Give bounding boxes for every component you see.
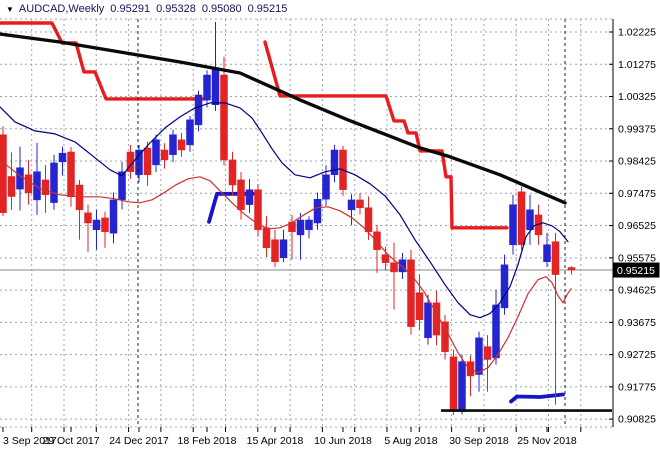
candle bbox=[390, 242, 398, 310]
candle bbox=[143, 141, 152, 186]
candle bbox=[500, 254, 509, 315]
date-label: 18 Feb 2018 bbox=[178, 435, 237, 447]
candle bbox=[84, 204, 92, 252]
svg-text:0.95575: 0.95575 bbox=[618, 252, 656, 264]
candle bbox=[152, 134, 160, 173]
candle bbox=[33, 142, 41, 215]
svg-text:0.92725: 0.92725 bbox=[618, 349, 656, 361]
candle bbox=[305, 216, 313, 239]
candle bbox=[67, 146, 75, 207]
candle bbox=[194, 90, 203, 132]
candle bbox=[254, 183, 262, 237]
svg-text:1.00325: 1.00325 bbox=[618, 91, 656, 103]
candle bbox=[109, 192, 118, 244]
svg-text:0.91775: 0.91775 bbox=[618, 381, 656, 393]
candle bbox=[92, 209, 101, 250]
candle bbox=[330, 144, 339, 183]
svg-text:0.93675: 0.93675 bbox=[618, 317, 656, 329]
svg-text:0.94625: 0.94625 bbox=[618, 285, 656, 297]
candle bbox=[271, 229, 279, 268]
candle bbox=[356, 193, 364, 215]
candle bbox=[245, 178, 254, 213]
candle bbox=[186, 116, 194, 152]
candle bbox=[169, 129, 177, 162]
ohlc-close-value: 0.95215 bbox=[247, 3, 288, 15]
candle bbox=[313, 192, 322, 230]
candle bbox=[475, 331, 483, 392]
candle bbox=[41, 164, 50, 213]
candle bbox=[177, 133, 186, 157]
candle bbox=[381, 246, 390, 271]
date-label: 25 Nov 2018 bbox=[517, 435, 577, 447]
candle bbox=[551, 232, 560, 405]
candle bbox=[441, 314, 449, 360]
chart-title-bar: ▼ AUDCAD,Weekly 0.95291 0.95328 0.95080 … bbox=[6, 2, 287, 16]
candle bbox=[0, 126, 7, 217]
candle bbox=[58, 146, 67, 176]
current-price-tag: 0.95215 bbox=[613, 262, 660, 278]
moving-averages bbox=[0, 102, 572, 374]
vertical-dashed-lines bbox=[137, 19, 566, 427]
candle bbox=[279, 229, 288, 263]
price-axis[interactable]: 1.02225 1.01275 1.00325 0.99375 0.98425 0.974… bbox=[609, 0, 660, 450]
candle bbox=[296, 212, 305, 260]
candle bbox=[483, 335, 492, 392]
svg-text:0.99375: 0.99375 bbox=[618, 123, 656, 135]
symbol-period-label: AUDCAD,Weekly bbox=[18, 3, 105, 15]
svg-text:1.02225: 1.02225 bbox=[618, 27, 656, 39]
svg-text:1.01275: 1.01275 bbox=[618, 59, 656, 71]
date-label: 10 Jun 2018 bbox=[314, 435, 372, 447]
ohlc-low-value: 0.95080 bbox=[201, 3, 242, 15]
candle bbox=[203, 70, 211, 108]
current-candle bbox=[567, 266, 576, 275]
candles-layer bbox=[0, 21, 576, 415]
candle bbox=[526, 194, 534, 245]
ohlc-open-value: 0.95291 bbox=[110, 3, 151, 15]
svg-text:0.95215: 0.95215 bbox=[617, 265, 655, 277]
svg-text:0.96525: 0.96525 bbox=[618, 220, 656, 232]
trend-stop-indicator bbox=[0, 21, 565, 404]
candle bbox=[424, 294, 432, 345]
candle bbox=[50, 154, 58, 210]
candle bbox=[160, 143, 169, 169]
candle bbox=[407, 249, 415, 335]
date-label: 3 Sep 2017 bbox=[3, 435, 57, 447]
date-label: 24 Dec 2017 bbox=[109, 435, 169, 447]
date-label: 30 Sep 2018 bbox=[449, 435, 509, 447]
date-label: 5 Aug 2018 bbox=[384, 435, 437, 447]
chart-canvas[interactable] bbox=[0, 19, 613, 427]
candle bbox=[398, 252, 407, 280]
ohlc-high-value: 0.95328 bbox=[156, 3, 196, 15]
candle bbox=[373, 224, 381, 273]
candle bbox=[509, 194, 517, 255]
candle bbox=[347, 194, 356, 225]
svg-text:0.97475: 0.97475 bbox=[618, 188, 656, 200]
black-trendline bbox=[0, 32, 567, 205]
date-label: 29 Oct 2017 bbox=[42, 435, 99, 447]
candle bbox=[7, 152, 16, 210]
candle bbox=[228, 151, 237, 196]
candle bbox=[517, 186, 526, 250]
svg-text:0.90825: 0.90825 bbox=[618, 414, 656, 426]
candle bbox=[415, 274, 424, 330]
svg-text:0.98425: 0.98425 bbox=[618, 156, 656, 168]
candle bbox=[543, 232, 551, 268]
candle bbox=[101, 211, 109, 248]
symbol-marker-icon: ▼ bbox=[6, 4, 14, 14]
date-label: 15 Apr 2018 bbox=[247, 435, 304, 447]
candle bbox=[135, 144, 143, 183]
candle bbox=[220, 56, 228, 166]
